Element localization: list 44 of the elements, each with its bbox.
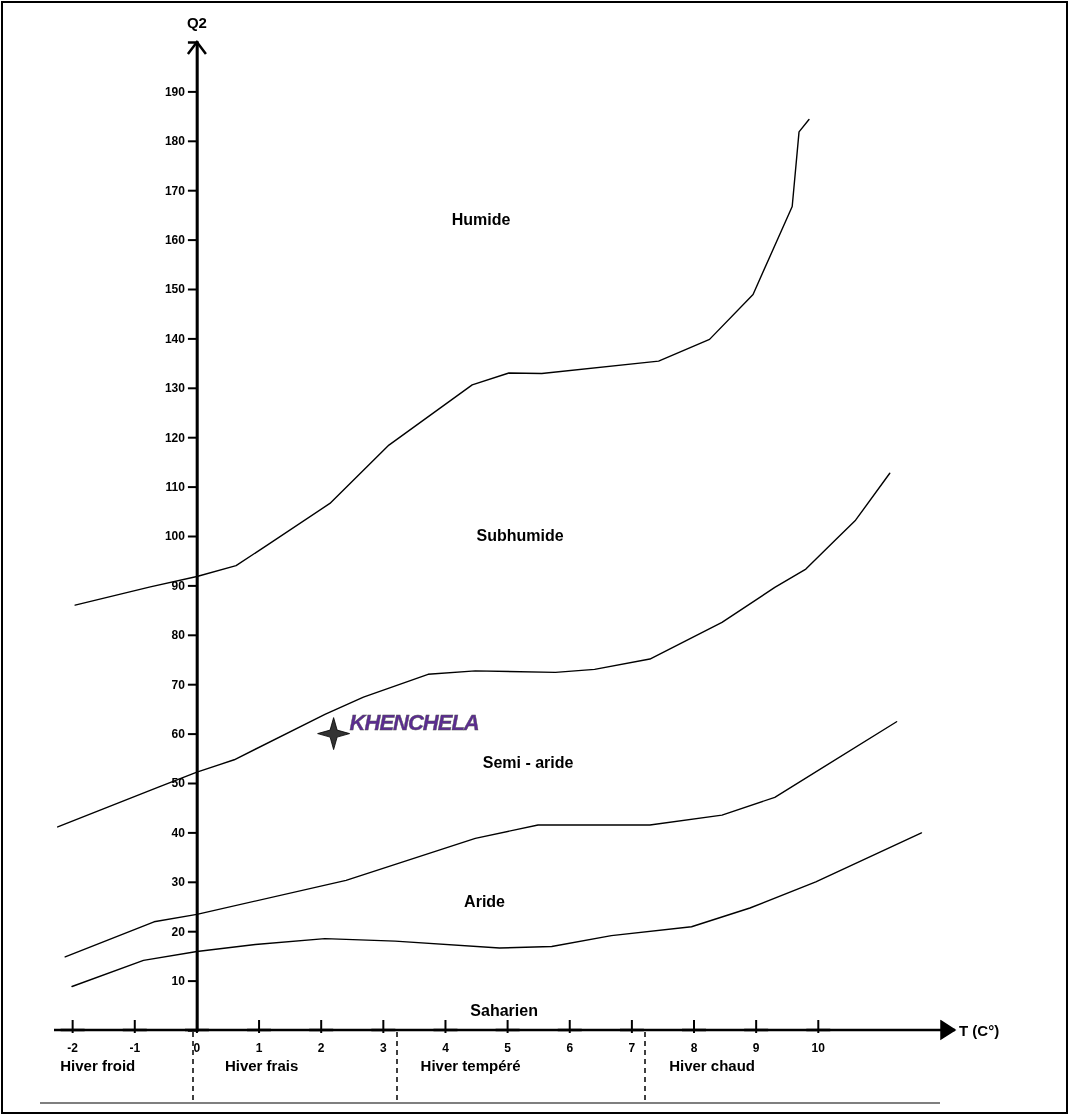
x-tick-label: 7 (628, 1041, 636, 1055)
annotation: Subhumide (476, 526, 564, 544)
x-axis-title: T (C°) (959, 1022, 1000, 1039)
x-tick-label: 0 (193, 1041, 201, 1055)
x-tick-label: 3 (379, 1041, 387, 1055)
x-tick-label: -2 (67, 1041, 79, 1055)
x-tick-label: 8 (690, 1041, 698, 1055)
annotation: Aride (464, 892, 506, 910)
y-tick-label: 30 (171, 875, 186, 890)
x-tick-label: 4 (442, 1041, 450, 1055)
y-tick-label: 80 (171, 628, 186, 643)
annotation: Saharien (470, 1002, 538, 1020)
y-tick-label: 40 (171, 825, 186, 840)
y-axis-title: Q2 (186, 14, 207, 31)
x-tick-label: -1 (129, 1041, 141, 1055)
y-tick-label: 190 (164, 84, 186, 99)
y-tick-label: 20 (171, 924, 186, 939)
y-tick-label: 70 (171, 677, 186, 692)
annotation: Humide (451, 210, 511, 228)
x-tick-label: 5 (504, 1041, 512, 1055)
y-tick-label: 180 (164, 134, 186, 149)
y-tick-label: 50 (171, 776, 186, 791)
x-tick-label: 1 (255, 1041, 263, 1055)
text: Hiver frais (224, 1057, 299, 1075)
y-tick-label: 150 (164, 282, 186, 297)
text: Hiver chaud (669, 1057, 756, 1075)
y-tick-label: 100 (164, 529, 186, 544)
y-tick-label: 140 (164, 331, 186, 346)
x-tick-label: 6 (566, 1041, 574, 1055)
x-tick-label: 9 (752, 1041, 760, 1055)
series-label: KHENCHELA (349, 709, 479, 735)
y-tick-label: 160 (164, 232, 186, 247)
y-tick-label: 130 (164, 381, 186, 396)
y-tick-label: 90 (171, 578, 186, 593)
annotation: Semi - aride (482, 754, 574, 772)
x-tick-label: 2 (317, 1041, 325, 1055)
text: Hiver froid (60, 1057, 136, 1075)
y-tick-label: 170 (164, 183, 186, 198)
text: Hiver tempéré (420, 1057, 521, 1075)
y-tick-label: 60 (171, 726, 186, 741)
y-tick-label: 10 (171, 973, 186, 988)
y-tick-label: 120 (164, 430, 186, 445)
y-tick-label: 110 (165, 479, 186, 494)
x-tick-label: 10 (811, 1041, 826, 1055)
